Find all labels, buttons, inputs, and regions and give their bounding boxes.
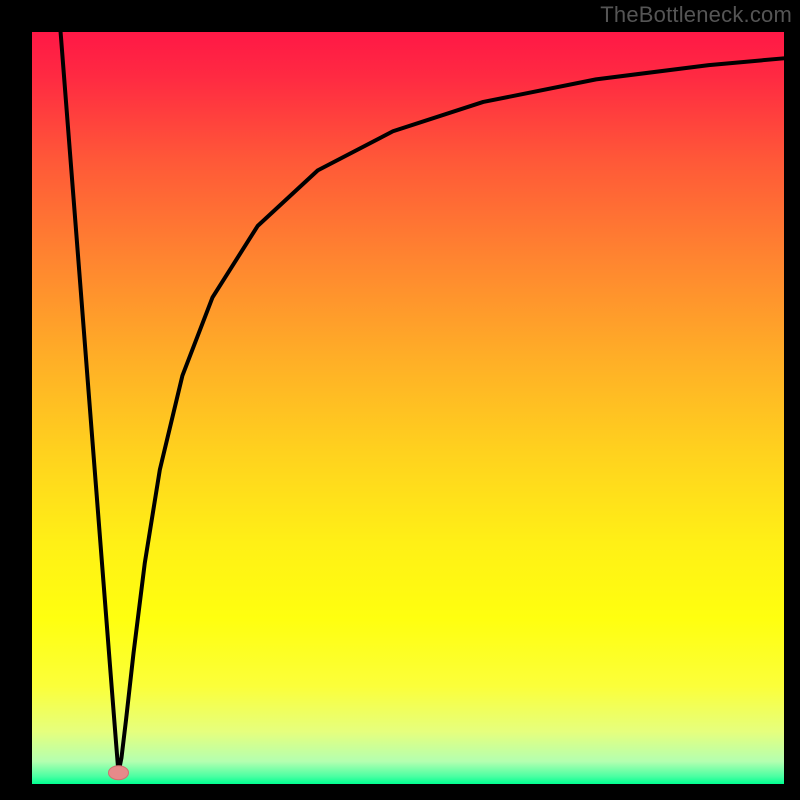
plot-background [32,32,784,784]
watermark-text: TheBottleneck.com [600,2,792,28]
bottleneck-chart [0,0,800,800]
chart-frame: TheBottleneck.com [0,0,800,800]
optimal-point-marker [108,766,128,780]
